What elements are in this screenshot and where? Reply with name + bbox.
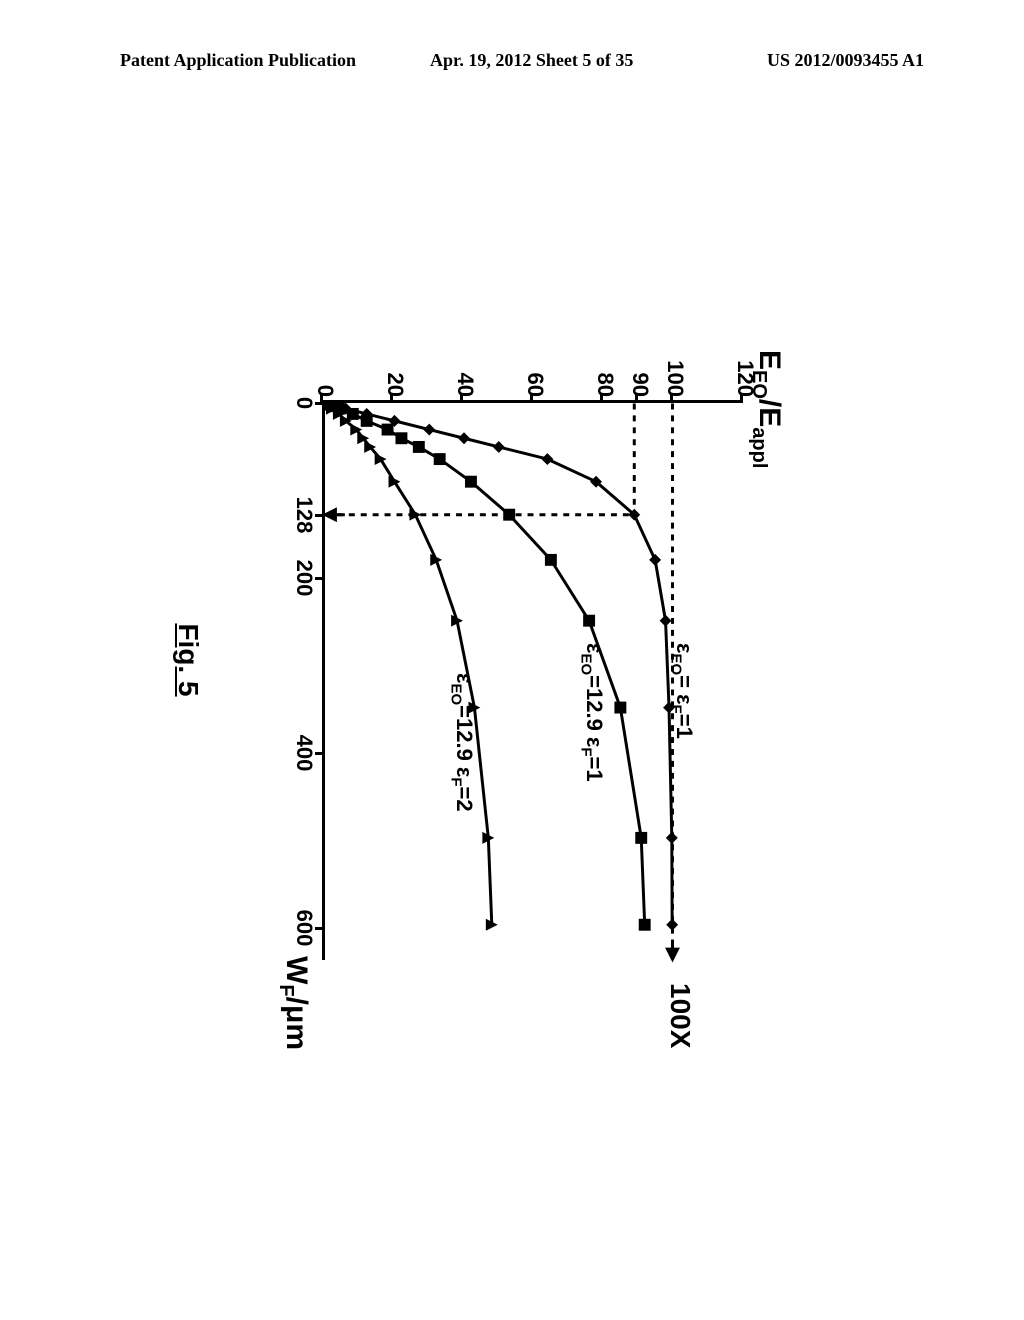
y-tick-label: 40 — [452, 349, 478, 397]
x-tick-label: 128 — [291, 497, 317, 534]
data-marker — [614, 702, 626, 714]
y-tick-mark — [670, 393, 673, 403]
header-right: US 2012/0093455 A1 — [767, 50, 924, 71]
data-marker — [409, 509, 421, 521]
x-tick-mark — [315, 927, 325, 930]
x-tick-label: 200 — [291, 560, 317, 597]
plot-area: 020406080901001200128200400600εEO= εF=1ε… — [322, 400, 742, 960]
x-tick-mark — [315, 752, 325, 755]
data-marker — [635, 832, 647, 844]
annotation-100x: 100X — [664, 983, 696, 1048]
x-tick-label: 600 — [291, 910, 317, 947]
data-marker — [649, 554, 661, 566]
y-tick-label: 120 — [732, 349, 758, 397]
data-marker — [541, 453, 553, 465]
data-marker — [666, 919, 678, 931]
x-axis-title: WF/μm — [274, 956, 313, 1050]
x-tick-mark — [315, 577, 325, 580]
data-marker — [583, 615, 595, 627]
series-label-s3: εEO=12.9 εF=2 — [448, 673, 477, 812]
y-tick-label: 0 — [312, 349, 338, 397]
figure-caption: Fig. 5 — [172, 623, 204, 696]
data-marker — [660, 615, 672, 627]
data-marker — [458, 432, 470, 444]
data-marker — [465, 476, 477, 488]
y-tick-mark — [600, 393, 603, 403]
header-center: Apr. 19, 2012 Sheet 5 of 35 — [430, 50, 633, 71]
series-line-s1 — [335, 406, 672, 925]
data-marker — [434, 453, 446, 465]
data-marker — [395, 432, 407, 444]
data-marker — [639, 919, 651, 931]
y-tick-label: 100 — [662, 349, 688, 397]
data-marker — [545, 554, 557, 566]
chart-wrapper: EEO/Eappl WF/μm 020406080901001200128200… — [252, 310, 772, 1010]
data-marker — [361, 415, 373, 427]
y-tick-mark — [390, 393, 393, 403]
data-marker — [423, 424, 435, 436]
y-tick-mark — [740, 393, 743, 403]
series-label-s2: εEO=12.9 εF=1 — [578, 643, 607, 782]
figure-rotated-container: EEO/Eappl WF/μm 020406080901001200128200… — [252, 310, 772, 1010]
y-tick-label: 80 — [592, 349, 618, 397]
y-tick-label: 90 — [627, 349, 653, 397]
data-marker — [413, 441, 425, 453]
x-tick-label: 400 — [291, 735, 317, 772]
y-tick-label: 20 — [382, 349, 408, 397]
x-tick-label: 0 — [291, 397, 317, 409]
y-tick-label: 60 — [522, 349, 548, 397]
series-label-s1: εEO= εF=1 — [668, 643, 697, 739]
y-tick-mark — [460, 393, 463, 403]
x-tick-mark — [315, 402, 325, 405]
y-tick-mark — [530, 393, 533, 403]
data-marker — [493, 441, 505, 453]
data-marker — [666, 832, 678, 844]
x-tick-mark — [315, 514, 325, 517]
header-left: Patent Application Publication — [120, 50, 356, 71]
data-marker — [347, 408, 359, 420]
y-tick-mark — [635, 393, 638, 403]
data-marker — [382, 424, 394, 436]
data-marker — [503, 509, 515, 521]
